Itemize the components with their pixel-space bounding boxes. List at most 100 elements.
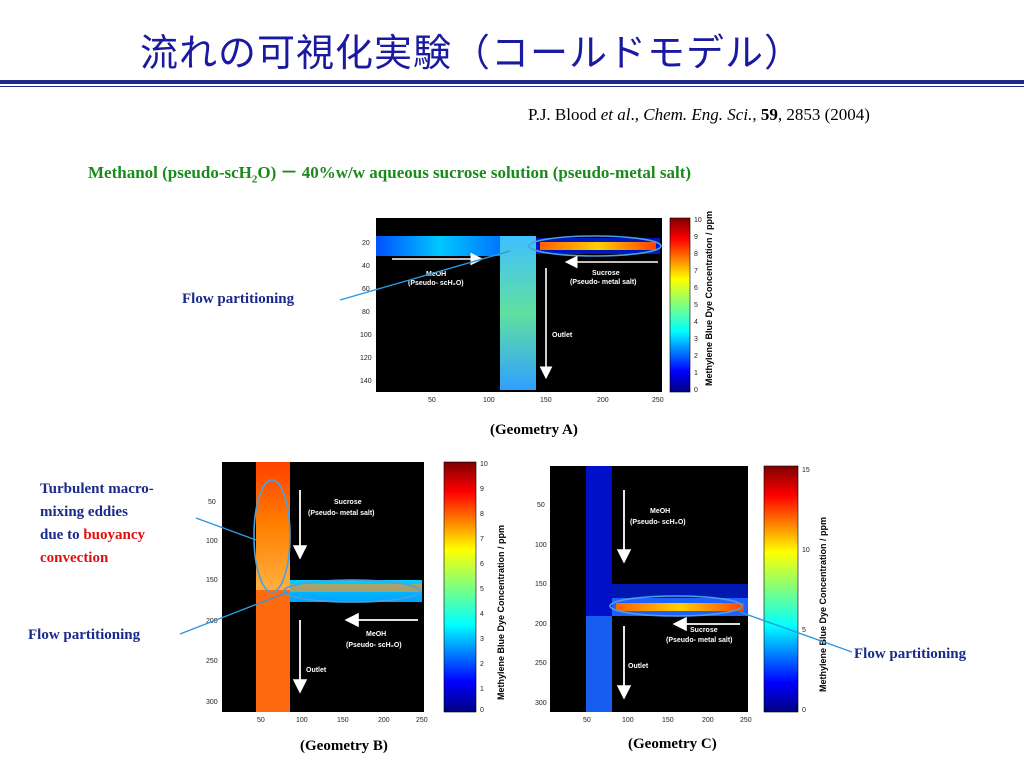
- geometry-b-ytick: 100: [206, 538, 218, 545]
- geometry-b-ytick: 150: [206, 577, 218, 584]
- geometry-a-ellipse: [528, 235, 662, 257]
- geometry-b-mixing-band: [290, 584, 422, 592]
- geometry-a-outlet-channel: [500, 236, 536, 390]
- geometry-c-caption: (Geometry C): [628, 736, 717, 752]
- colorbar-tick: 10: [694, 217, 702, 224]
- geometry-a-colorbar-label: Methylene Blue Dye Concentration / ppm: [704, 211, 714, 386]
- geometry-a-ytick: 40: [362, 263, 370, 270]
- colorbar-tick: 7: [694, 268, 698, 275]
- subtitle-part1: Methanol (pseudo-scH: [88, 163, 252, 182]
- turbulent-line3: due to: [40, 527, 80, 543]
- geometry-a-ytick: 60: [362, 286, 370, 293]
- subtitle-part2: O) － 40%w/w aqueous sucrose solution (ps…: [257, 163, 692, 182]
- geometry-b-xtick: 100: [296, 717, 308, 724]
- geometry-a-meoh-label: MeOH: [426, 271, 446, 278]
- colorbar-tick: 8: [694, 251, 698, 258]
- geometry-c-meoh-label: MeOH: [650, 508, 670, 515]
- flow-partitioning-note-b: Flow partitioning: [28, 627, 141, 643]
- colorbar-tick: 5: [480, 586, 484, 593]
- colorbar-tick: 9: [694, 234, 698, 241]
- geometry-b-meoh-label: MeOH: [366, 631, 386, 638]
- turbulent-convection: convection: [40, 550, 109, 566]
- colorbar-tick: 5: [802, 627, 806, 634]
- colorbar-tick: 2: [480, 661, 484, 668]
- geometry-c-xtick: 150: [662, 717, 674, 724]
- colorbar-tick: 8: [480, 511, 484, 518]
- geometry-c-upper-channel: [612, 584, 748, 598]
- geometry-c-xtick: 200: [702, 717, 714, 724]
- geometry-c-ytick: 250: [535, 660, 547, 667]
- geometry-a-xtick: 200: [597, 397, 609, 404]
- geometry-a-xtick: 100: [483, 397, 495, 404]
- geometry-c-sucrose-label: Sucrose: [690, 627, 718, 634]
- citation: P.J. Blood et al., Chem. Eng. Sci., 59, …: [528, 105, 870, 124]
- geometry-c-x-ticks: 50 100 150 200 250: [583, 717, 752, 724]
- geometry-c-y-ticks: 50 100 150 200 250 300: [535, 502, 547, 707]
- geometry-a-xtick: 150: [540, 397, 552, 404]
- geometry-c-xtick: 100: [622, 717, 634, 724]
- geometry-c-sucrose-sub: (Pseudo- metal salt): [666, 637, 733, 644]
- geometry-a-ytick: 120: [360, 355, 372, 362]
- geometry-a-figure: MeOH (Pseudo- scH₂O) Sucrose (Pseudo- me…: [339, 211, 714, 404]
- geometry-b-outlet-label: Outlet: [306, 667, 327, 674]
- turbulent-buoyancy: buoyancy: [83, 527, 146, 543]
- geometry-c-ytick: 300: [535, 700, 547, 707]
- geometry-b-meoh-sub: (Pseudo- scH₂O): [346, 642, 402, 649]
- slide-title: 流れの可視化実験（コールドモデル）: [140, 31, 804, 75]
- title-rule-thin: [0, 86, 1024, 87]
- colorbar-tick: 3: [694, 336, 698, 343]
- colorbar-tick: 6: [480, 561, 484, 568]
- geometry-a-meoh-sub: (Pseudo- scH₂O): [408, 280, 464, 287]
- geometry-a-ytick: 80: [362, 309, 370, 316]
- geometry-c-colorbar-label: Methylene Blue Dye Concentration / ppm: [818, 517, 828, 692]
- colorbar-tick: 1: [480, 686, 484, 693]
- citation-volume: 59: [760, 105, 778, 124]
- colorbar-tick: 10: [802, 547, 810, 554]
- geometry-a-y-ticks: 20 40 60 80 100 120 140: [360, 240, 372, 385]
- geometry-a-meoh-channel: [376, 236, 504, 256]
- experiment-subtitle: Methanol (pseudo-scH2O) － 40%w/w aqueous…: [88, 158, 691, 185]
- geometry-c-pointer: [739, 611, 853, 653]
- geometry-a-sucrose-label: Sucrose: [592, 270, 620, 277]
- geometry-a-colorbar: [669, 217, 691, 393]
- citation-authors: P.J. Blood: [528, 105, 597, 124]
- colorbar-tick: 0: [802, 707, 806, 714]
- geometry-c-sucrose-hot: [616, 603, 744, 611]
- citation-etal: et al: [600, 105, 631, 124]
- geometry-c-xtick: 50: [583, 717, 591, 724]
- geometry-c-colorbar: [763, 465, 799, 713]
- geometry-c-xtick: 250: [740, 717, 752, 724]
- geometry-c-colorbar-ticks: 15 10 5 0: [802, 467, 810, 714]
- geometry-b-x-ticks: 50 100 150 200 250: [257, 717, 428, 724]
- geometry-b-eddy-ellipse: [253, 479, 291, 593]
- geometry-a-sucrose-hot: [540, 242, 656, 250]
- colorbar-tick: 5: [694, 302, 698, 309]
- geometry-b-partition-ellipse: [283, 579, 421, 603]
- turbulent-line2: mixing eddies: [40, 504, 128, 520]
- colorbar-tick: 15: [802, 467, 810, 474]
- geometry-b-ytick: 250: [206, 658, 218, 665]
- geometry-b-xtick: 250: [416, 717, 428, 724]
- title-rule: [0, 80, 1024, 84]
- geometry-a-xtick: 50: [428, 397, 436, 404]
- geometry-b-colorbar-ticks: 10 9 8 7 6 5 4 3 2 1 0: [480, 461, 488, 714]
- geometry-b-partition-pointer: [179, 591, 289, 635]
- geometry-a-pointer: [339, 250, 511, 301]
- geometry-c-outlet-label: Outlet: [628, 663, 649, 670]
- geometry-b-sucrose-label: Sucrose: [334, 499, 362, 506]
- geometry-b-caption: (Geometry B): [300, 738, 388, 754]
- geometry-c-ytick: 200: [535, 621, 547, 628]
- colorbar-tick: 7: [480, 536, 484, 543]
- subtitle-sub: 2: [251, 173, 258, 186]
- geometry-a-caption: (Geometry A): [490, 422, 578, 438]
- geometry-b-sucrose-sub: (Pseudo- metal salt): [308, 510, 375, 517]
- geometry-a-ytick: 140: [360, 378, 372, 385]
- geometry-b-sucrose-column: [256, 462, 290, 590]
- geometry-b-xtick: 150: [337, 717, 349, 724]
- geometry-c-ytick: 50: [537, 502, 545, 509]
- colorbar-tick: 4: [694, 319, 698, 326]
- geometry-a-x-ticks: 50 100 150 200 250: [428, 397, 664, 404]
- turbulent-eddies-note: Turbulent macro- mixing eddies due to bu…: [40, 478, 154, 570]
- geometry-b-colorbar-label: Methylene Blue Dye Concentration / ppm: [496, 525, 506, 700]
